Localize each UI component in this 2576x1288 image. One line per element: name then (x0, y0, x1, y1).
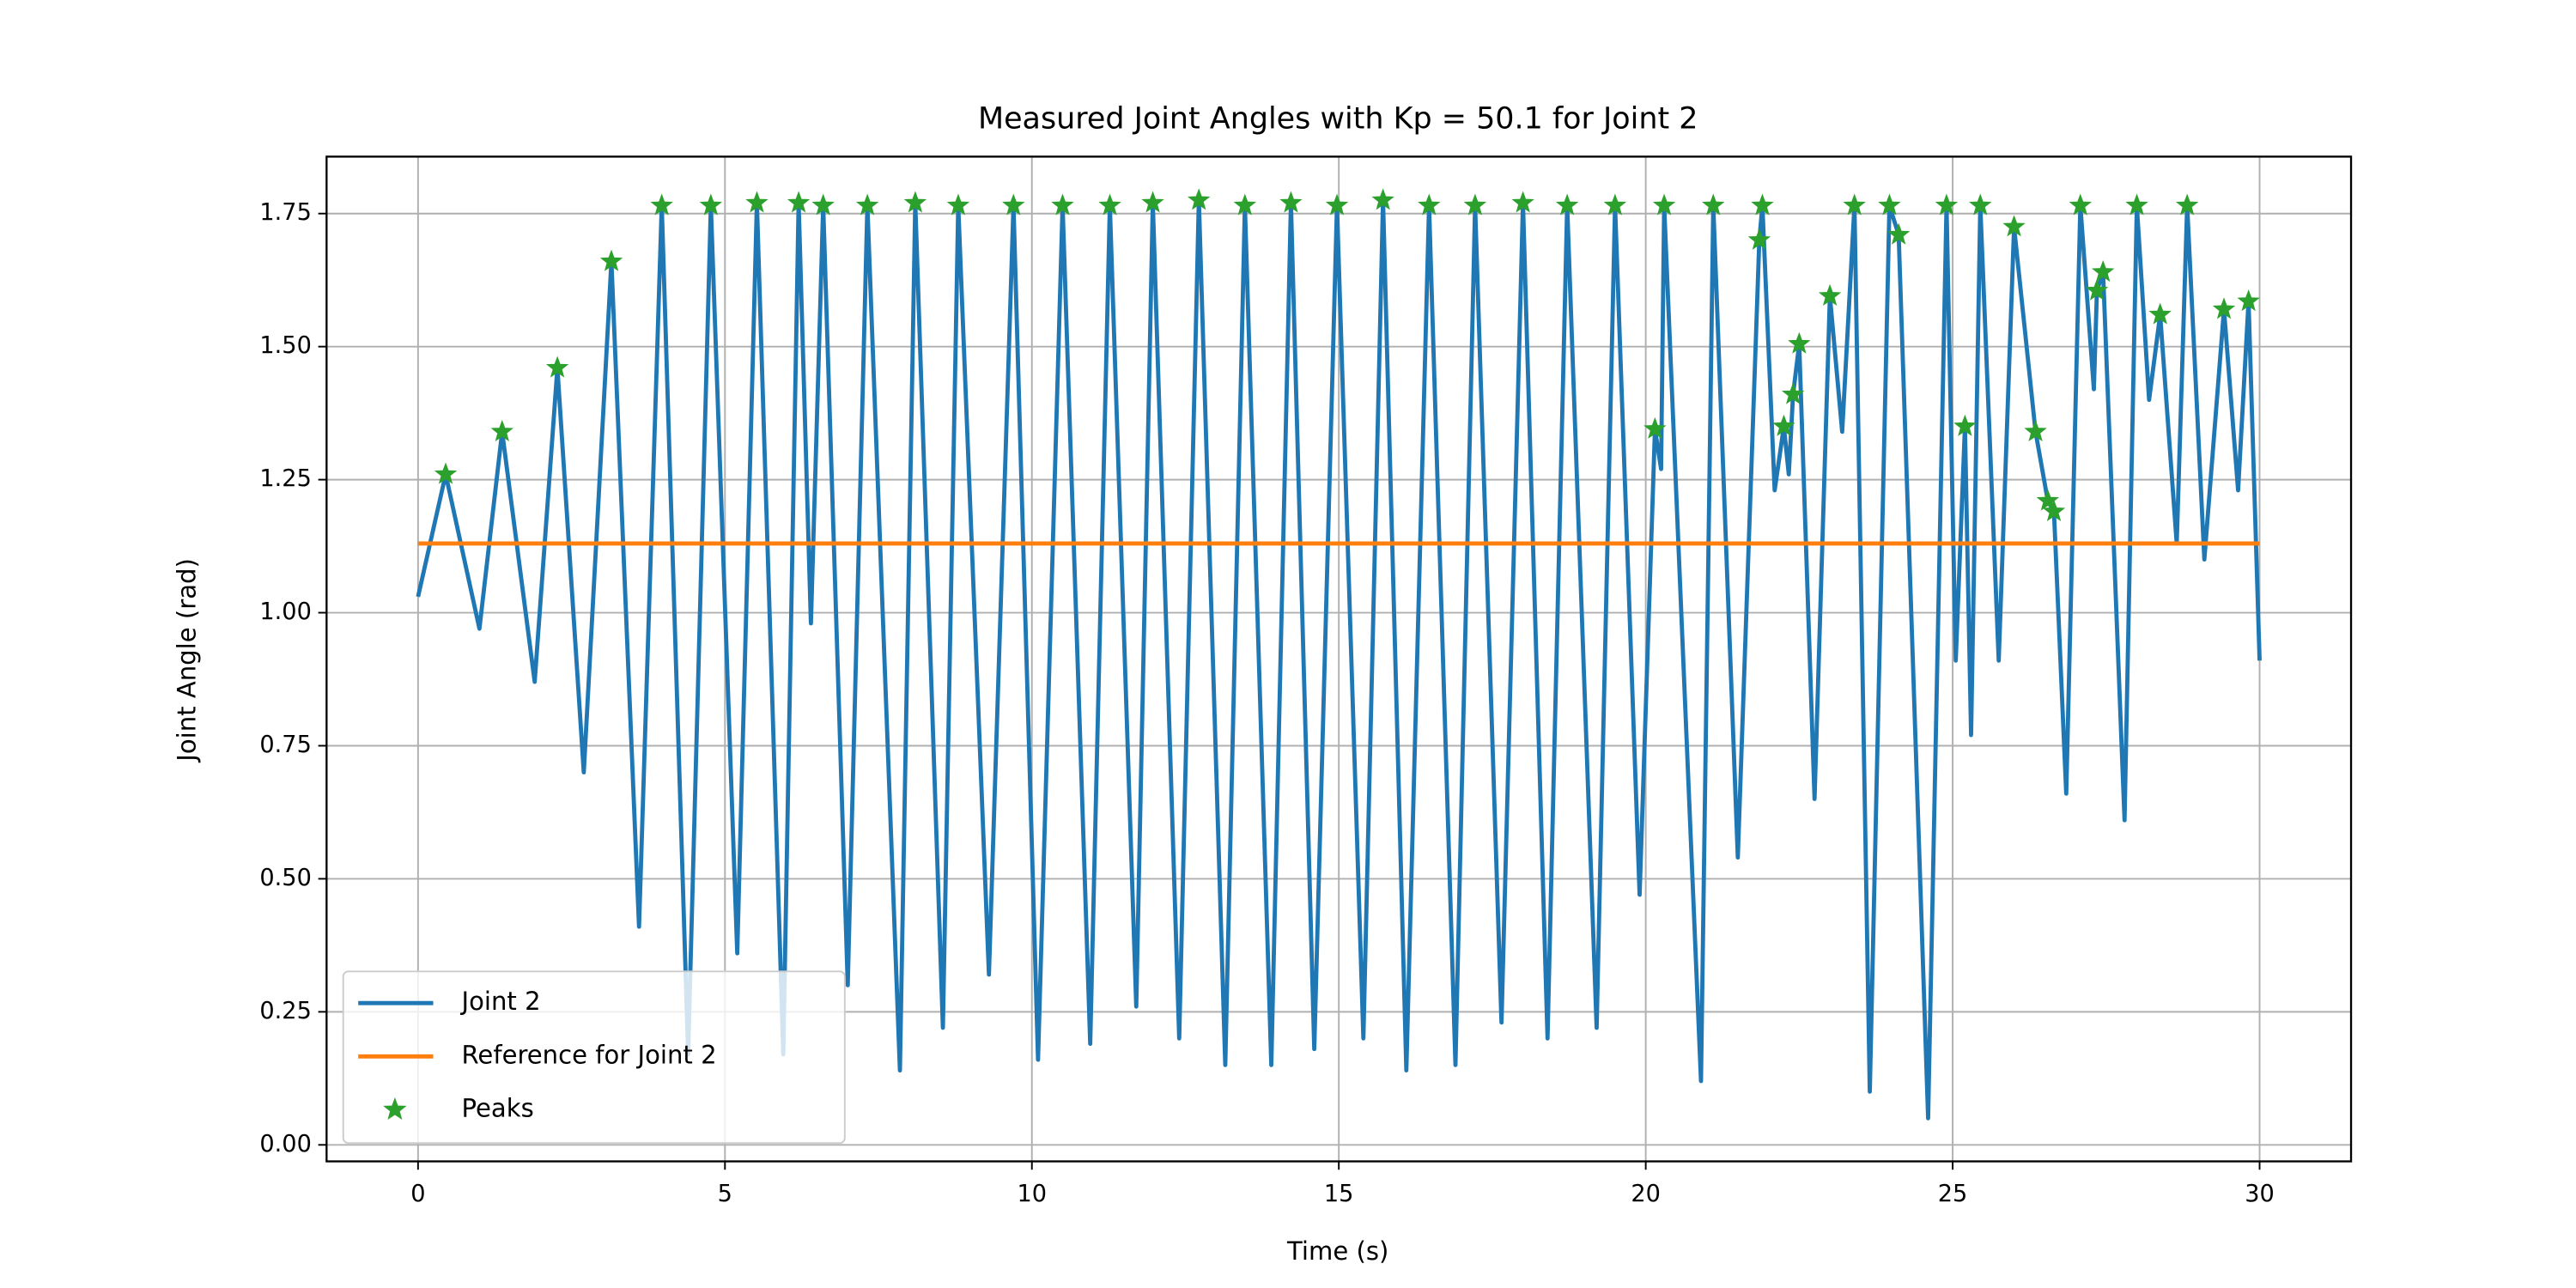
peak-marker (1098, 193, 1121, 216)
y-tick-label: 1.00 (259, 598, 311, 625)
chart-title: Measured Joint Angles with Kp = 50.1 for… (978, 102, 1698, 137)
peak-marker (2024, 419, 2047, 442)
peak-marker (1325, 193, 1349, 216)
y-tick-label: 0.25 (259, 998, 311, 1024)
peak-marker (2148, 302, 2172, 325)
x-tick-label: 15 (1324, 1181, 1354, 1207)
peak-marker (1886, 222, 1911, 245)
legend-label: Joint 2 (460, 987, 541, 1016)
peak-marker (599, 249, 623, 271)
peak-marker (2212, 297, 2236, 319)
peak-marker (1603, 193, 1627, 216)
peak-marker (946, 193, 970, 216)
peak-marker (1878, 193, 1901, 216)
peak-marker (1233, 193, 1256, 216)
peak-marker (1782, 382, 1805, 404)
peak-marker (1418, 193, 1441, 216)
peak-marker (1935, 193, 1959, 216)
x-tick-label: 20 (1631, 1181, 1661, 1207)
peak-marker (2125, 193, 2148, 216)
peak-marker (2175, 193, 2199, 216)
peak-marker (1511, 191, 1534, 213)
peak-marker (1788, 331, 1811, 354)
peak-marker (745, 191, 769, 213)
x-tick-label: 30 (2245, 1181, 2275, 1207)
plot-frame (325, 155, 2353, 1163)
peak-marker (1751, 193, 1774, 216)
peak-marker (490, 419, 513, 442)
peak-marker (1002, 193, 1025, 216)
x-tick-label: 25 (1938, 1181, 1968, 1207)
legend: Joint 2 Reference for Joint 2 Peaks (342, 970, 846, 1145)
legend-box (342, 970, 846, 1145)
peak-marker (1843, 193, 1866, 216)
peak-marker (699, 193, 723, 216)
y-axis-label: Joint Angle (rad) (172, 558, 201, 763)
x-axis-label: Time (s) (1286, 1236, 1388, 1266)
legend-label: Reference for Joint 2 (462, 1040, 717, 1069)
y-tick-label: 1.50 (259, 332, 311, 359)
peak-marker (1279, 191, 1303, 213)
y-tick-label: 0.00 (259, 1131, 311, 1157)
y-tick-label: 0.50 (259, 865, 311, 891)
peak-marker (1555, 193, 1579, 216)
peak-marker (855, 193, 879, 216)
x-tick-label: 5 (718, 1181, 732, 1207)
peak-marker (650, 193, 673, 216)
peak-marker (1702, 193, 1725, 216)
peak-marker (2085, 278, 2109, 301)
peak-marker (903, 191, 927, 213)
peak-marker (2237, 289, 2260, 312)
y-tick-label: 1.25 (259, 465, 311, 492)
peak-marker (1772, 414, 1795, 436)
peak-marker (1747, 228, 1771, 250)
legend-label: Peaks (462, 1093, 534, 1122)
peak-marker (2002, 215, 2026, 237)
x-tick-label: 10 (1017, 1181, 1047, 1207)
peak-marker (1188, 188, 1211, 210)
peak-marker (2069, 193, 2092, 216)
peak-marker (2042, 499, 2066, 521)
peak-marker (1953, 414, 1977, 436)
peak-marker (811, 193, 835, 216)
peak-marker (1051, 193, 1074, 216)
legend-marker (383, 1097, 407, 1121)
peak-marker (1652, 193, 1676, 216)
peak-marker (2092, 260, 2115, 283)
peak-marker (2036, 489, 2060, 511)
peak-marker (1371, 188, 1394, 210)
x-tick-label: 0 (410, 1181, 425, 1207)
peak-marker (434, 462, 458, 484)
peak-marker (1463, 193, 1487, 216)
peak-marker (1643, 416, 1667, 439)
y-tick-label: 0.75 (259, 732, 311, 758)
peak-marker (787, 191, 811, 213)
peak-marker (1818, 283, 1842, 306)
peak-marker (1141, 191, 1164, 213)
peak-marker (1969, 193, 1992, 216)
peak-marker (545, 355, 569, 378)
y-tick-label: 1.75 (259, 199, 311, 226)
